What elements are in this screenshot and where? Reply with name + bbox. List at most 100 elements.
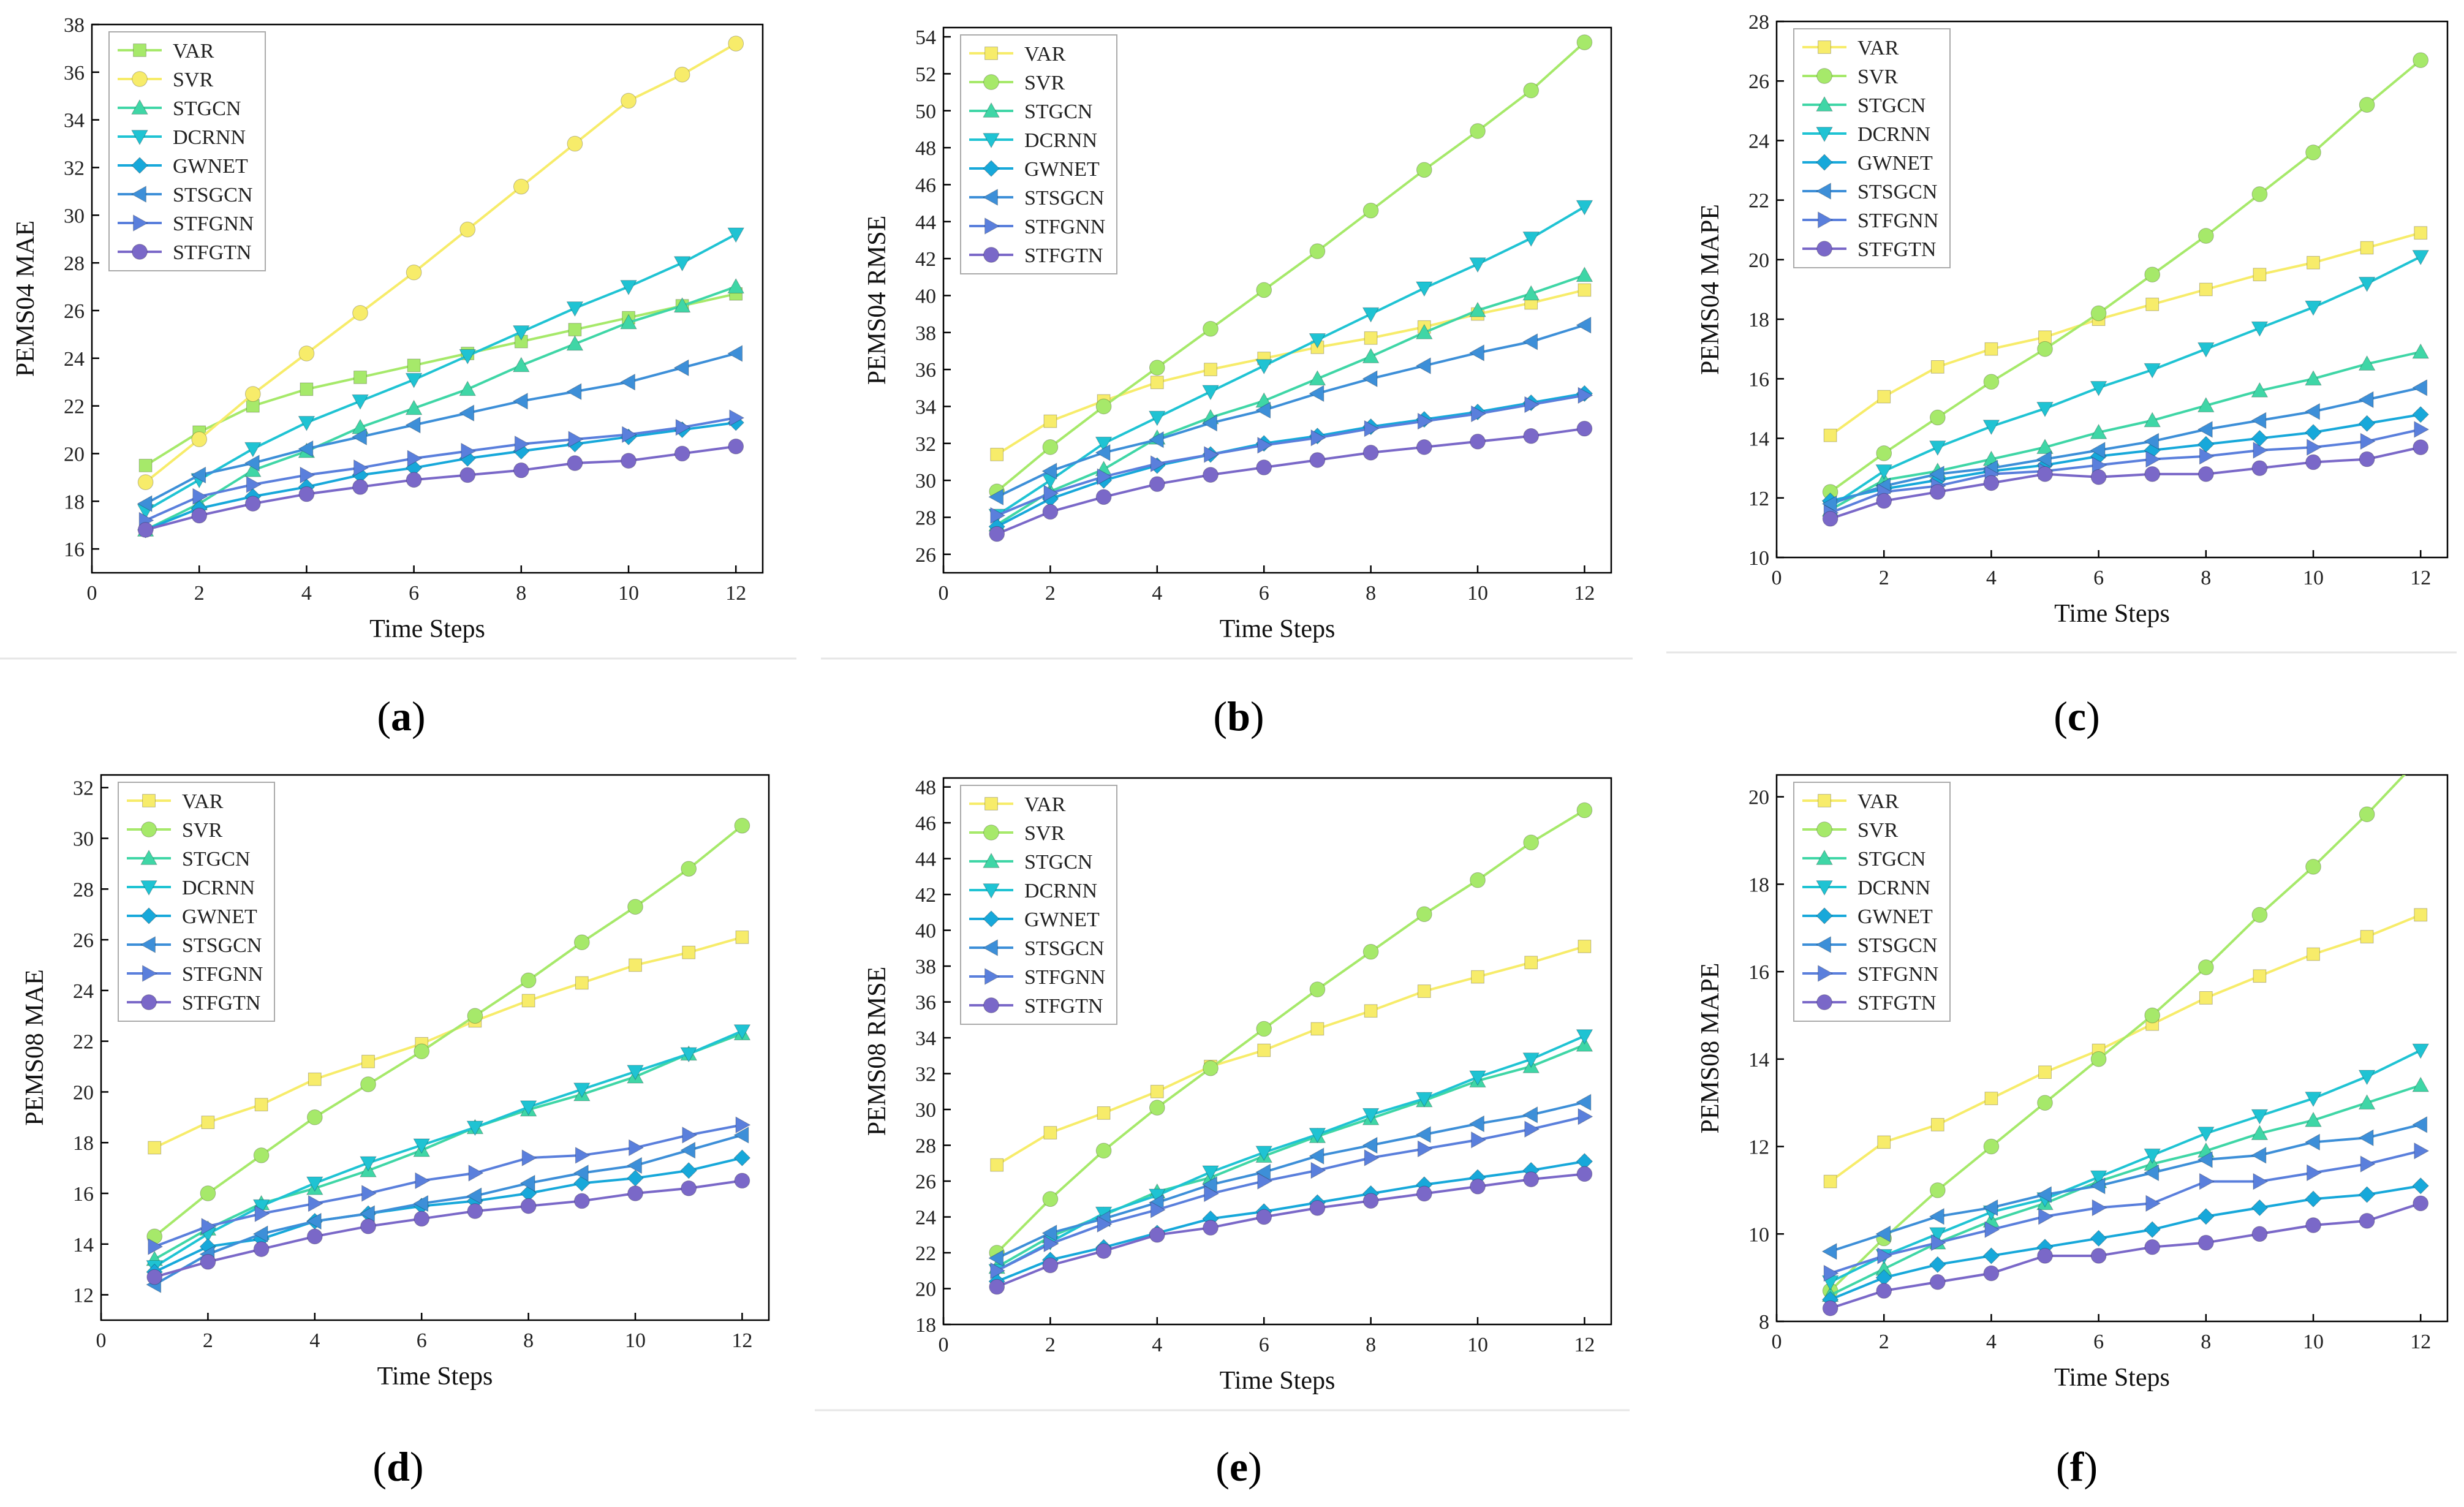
series-line-stfgtn xyxy=(145,445,736,531)
plot-frame xyxy=(942,26,1612,574)
x-tick-label: 8 xyxy=(516,582,526,605)
panel-caption: (c) xyxy=(2054,693,2100,739)
data-point xyxy=(467,1203,483,1219)
legend-marker xyxy=(1816,127,1833,143)
legend-label: SVR xyxy=(173,69,213,91)
data-point xyxy=(512,392,528,410)
series-line-stfgtn xyxy=(996,1173,1585,1288)
series-stfgnn xyxy=(990,1108,1593,1280)
data-point xyxy=(1982,1199,1998,1217)
data-point xyxy=(1256,1209,1272,1225)
data-point xyxy=(734,1173,750,1189)
data-point xyxy=(2305,1217,2321,1233)
data-point xyxy=(459,349,477,364)
data-point xyxy=(1875,464,1893,480)
data-point xyxy=(459,404,475,422)
data-point xyxy=(680,1141,696,1159)
legend-item-var: VAR xyxy=(969,43,1066,66)
data-point xyxy=(2253,442,2269,459)
series-line-stsgcn xyxy=(1829,386,2421,505)
y-tick-label: 42 xyxy=(915,248,936,271)
data-point xyxy=(2090,1051,2107,1067)
legend-item-svr: SVR xyxy=(1802,66,1898,88)
legend-marker xyxy=(983,74,999,90)
chart-panel-e: 0 2 4 6 8 10 121820222426283032343638404244464… xyxy=(863,777,1612,1490)
data-point xyxy=(2413,1195,2429,1212)
legend-item-svr: SVR xyxy=(969,72,1065,94)
data-point xyxy=(734,817,750,834)
data-point xyxy=(1523,428,1540,444)
data-point xyxy=(468,1165,484,1182)
series-line-var xyxy=(996,289,1585,456)
data-point xyxy=(192,488,208,505)
data-point xyxy=(1041,463,1057,480)
data-point xyxy=(621,453,637,469)
legend-marker xyxy=(131,157,148,174)
legend-label: STFGNN xyxy=(173,213,254,235)
data-point xyxy=(137,522,154,538)
legend-label: SVR xyxy=(1024,822,1065,845)
series-dcrnn xyxy=(988,200,1593,524)
data-point xyxy=(2307,947,2320,961)
data-point xyxy=(2307,439,2322,456)
legend-item-stfgnn: STFGNN xyxy=(118,213,254,235)
x-tick-label: 6 xyxy=(2093,1331,2104,1353)
legend-label: STGCN xyxy=(182,848,250,871)
data-point xyxy=(682,945,696,959)
legend-label: SVR xyxy=(1024,72,1065,94)
series-line-svr xyxy=(996,41,1585,493)
data-point xyxy=(2199,282,2213,296)
x-tick-label: 12 xyxy=(725,582,746,605)
data-point xyxy=(1364,1149,1380,1166)
legend-marker xyxy=(1818,794,1831,807)
legend-item-stfgtn: STFGTN xyxy=(969,995,1103,1018)
data-point xyxy=(2144,466,2161,482)
data-point xyxy=(1201,1176,1217,1193)
y-tick-label: 40 xyxy=(915,920,936,943)
legend-label: STSGCN xyxy=(1024,937,1104,960)
data-point xyxy=(682,1126,698,1144)
y-axis-label: PEMS08 MAPE xyxy=(1696,963,1725,1134)
series-stsgcn xyxy=(137,345,743,513)
legend-label: SVR xyxy=(182,819,222,842)
data-point xyxy=(191,431,208,447)
legend-label: DCRNN xyxy=(1024,880,1097,902)
legend-item-svr: SVR xyxy=(969,822,1065,845)
legend-item-stgcn: STGCN xyxy=(118,97,241,120)
data-point xyxy=(353,371,367,384)
data-point xyxy=(1470,123,1486,139)
data-point xyxy=(1929,440,1946,456)
series-line-stsgcn xyxy=(996,1101,1585,1260)
y-tick-label: 32 xyxy=(73,777,94,800)
x-tick-label: 0 xyxy=(1772,1331,1782,1353)
y-tick-label: 20 xyxy=(915,1278,936,1301)
data-point xyxy=(2145,1195,2161,1212)
data-point xyxy=(620,314,637,330)
data-point xyxy=(361,1185,377,1202)
y-tick-label: 18 xyxy=(915,1314,936,1337)
data-point xyxy=(1415,357,1431,374)
legend-label: DCRNN xyxy=(1857,877,1930,899)
data-point xyxy=(675,418,691,436)
data-point xyxy=(1148,431,1164,448)
data-point xyxy=(351,428,367,446)
data-point xyxy=(244,386,261,402)
legend-item-stsgcn: STSGCN xyxy=(1802,934,1937,957)
data-point xyxy=(575,1147,591,1164)
legend-label: GWNET xyxy=(1857,905,1933,928)
data-point xyxy=(1309,452,1326,468)
legend-marker xyxy=(984,47,998,60)
data-point xyxy=(300,382,314,396)
legend-label: STFGTN xyxy=(1024,244,1103,267)
data-point xyxy=(2198,1234,2214,1251)
y-tick-label: 48 xyxy=(915,777,936,799)
data-point xyxy=(1417,412,1433,430)
data-point xyxy=(1983,1138,2000,1155)
y-tick-label: 18 xyxy=(64,491,85,513)
data-point xyxy=(148,1238,164,1255)
data-point xyxy=(520,1174,535,1192)
y-tick-label: 20 xyxy=(64,443,85,466)
data-point xyxy=(566,335,584,351)
data-point xyxy=(627,1185,643,1201)
